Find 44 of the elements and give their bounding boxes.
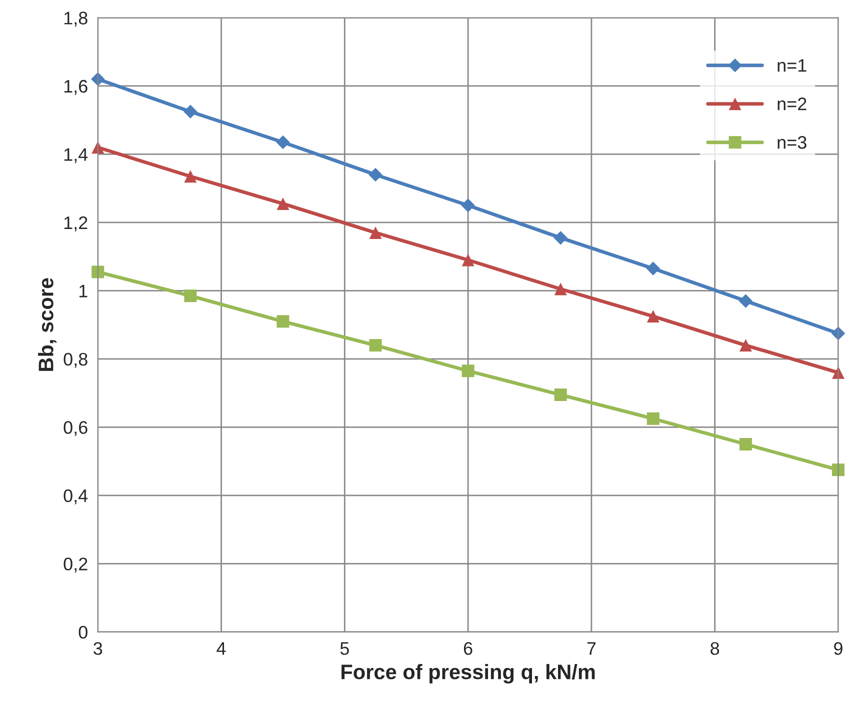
x-tick-label: 5 bbox=[340, 642, 349, 655]
point bbox=[462, 254, 474, 266]
point bbox=[738, 294, 753, 308]
legend-label: n=3 bbox=[778, 136, 806, 149]
point bbox=[554, 388, 567, 402]
point bbox=[739, 339, 752, 352]
point bbox=[369, 226, 382, 239]
y-tick-label: 1 bbox=[79, 284, 88, 298]
x-axis-title: Force of pressing q, kN/m bbox=[342, 664, 595, 684]
y-tick-label: 0 bbox=[78, 626, 88, 639]
point bbox=[739, 438, 752, 450]
x-tick-label: 4 bbox=[216, 642, 226, 655]
point bbox=[462, 364, 474, 378]
y-tick-label: 1,2 bbox=[64, 216, 88, 232]
point bbox=[184, 290, 197, 302]
point bbox=[368, 168, 382, 182]
point bbox=[461, 198, 475, 212]
point bbox=[554, 282, 567, 296]
y-tick-label: 0,4 bbox=[64, 489, 88, 504]
x-tick-label: 6 bbox=[464, 642, 472, 655]
x-tick-label: 8 bbox=[710, 642, 720, 655]
y-tick-label: 1,8 bbox=[64, 12, 88, 27]
point bbox=[369, 339, 382, 352]
point bbox=[646, 412, 660, 425]
point bbox=[184, 104, 198, 118]
point bbox=[646, 310, 660, 323]
y-tick-label: 0,8 bbox=[64, 352, 88, 368]
y-tick-label: 1,4 bbox=[64, 148, 88, 164]
x-tick-label: 9 bbox=[834, 642, 842, 655]
point bbox=[646, 262, 660, 276]
legend-label: n=1 bbox=[778, 59, 806, 72]
x-tick-label: 7 bbox=[587, 642, 596, 655]
point bbox=[92, 266, 104, 278]
point bbox=[276, 135, 290, 150]
point bbox=[276, 197, 290, 210]
y-tick-label: 0,2 bbox=[64, 558, 88, 573]
x-tick-label: 3 bbox=[94, 642, 102, 655]
legend-label: n=2 bbox=[778, 98, 806, 110]
point bbox=[184, 170, 197, 183]
point bbox=[554, 230, 568, 245]
y-tick-label: 1,6 bbox=[64, 80, 88, 95]
point bbox=[276, 315, 290, 328]
y-tick-label: 0,6 bbox=[64, 421, 88, 436]
y-axis-title: Bb, score bbox=[38, 278, 56, 371]
